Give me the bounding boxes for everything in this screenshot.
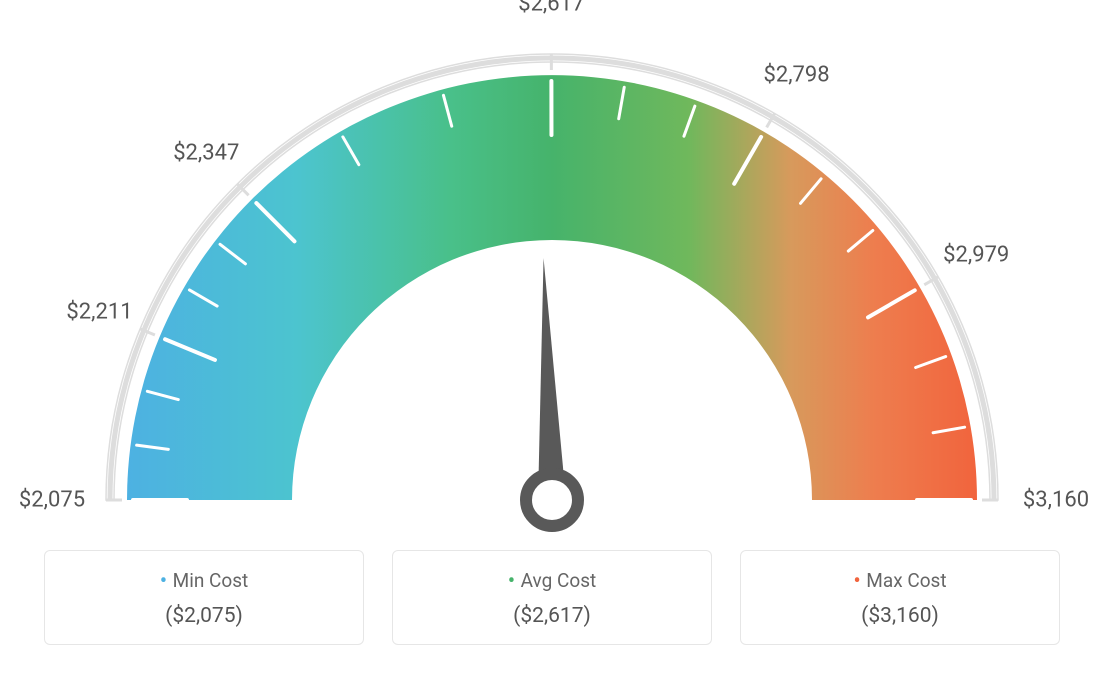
legend-max-value: ($3,160) (751, 604, 1049, 628)
gauge-tick-label: $2,075 (19, 488, 85, 513)
gauge-tick-label: $2,347 (173, 140, 239, 165)
gauge-container: $2,075 $2,211 $2,347 $2,617 $2,798 $2,979 $3,1… (0, 0, 1104, 540)
legend-max-title: Max Cost (751, 569, 1049, 594)
gauge-tick-label: $2,211 (66, 299, 132, 324)
legend-card-avg: Avg Cost ($2,617) (392, 550, 712, 645)
legend-row: Min Cost ($2,075) Avg Cost ($2,617) Max … (0, 540, 1104, 645)
gauge-svg (0, 0, 1104, 540)
legend-min-title: Min Cost (55, 569, 353, 594)
legend-card-min: Min Cost ($2,075) (44, 550, 364, 645)
legend-avg-value: ($2,617) (403, 604, 701, 628)
legend-card-max: Max Cost ($3,160) (740, 550, 1060, 645)
gauge-tick-label: $2,798 (764, 63, 830, 88)
gauge-tick-label: $2,617 (518, 0, 584, 17)
legend-min-value: ($2,075) (55, 604, 353, 628)
gauge-tick-label: $3,160 (1023, 488, 1089, 513)
legend-avg-title: Avg Cost (403, 569, 701, 594)
gauge-tick-label: $2,979 (943, 242, 1009, 267)
